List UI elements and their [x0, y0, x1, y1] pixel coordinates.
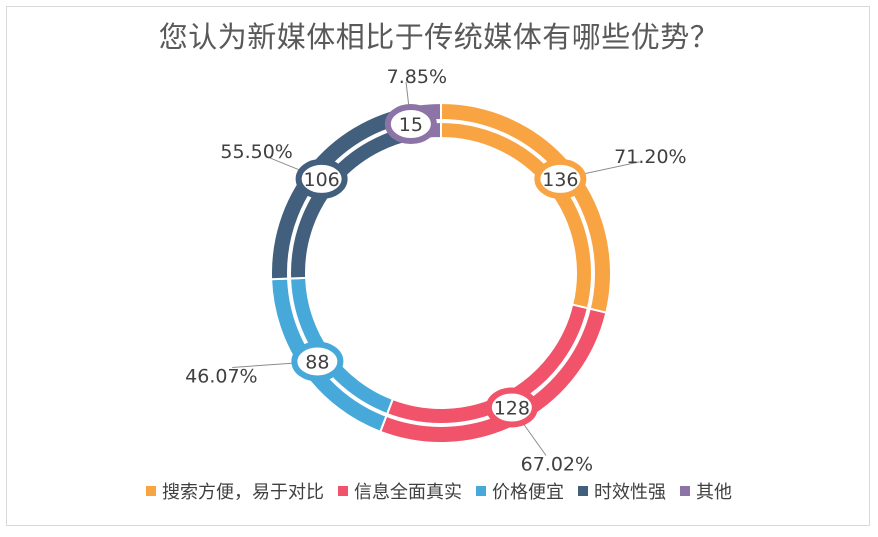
legend-item: 时效性强: [578, 478, 666, 504]
value-badge: [485, 387, 538, 428]
percent-label: 67.02%: [521, 453, 593, 475]
legend-swatch: [578, 486, 588, 496]
legend-label: 时效性强: [594, 482, 666, 503]
legend-item: 搜索方便，易于对比: [146, 478, 324, 504]
legend-item: 价格便宜: [476, 478, 564, 504]
value-label: 136: [542, 169, 578, 191]
legend-item: 信息全面真实: [338, 478, 462, 504]
legend-label: 搜索方便，易于对比: [162, 482, 324, 503]
legend-swatch: [338, 486, 348, 496]
chart-title: 您认为新媒体相比于传统媒体有哪些优势？: [158, 20, 720, 54]
percent-label: 71.20%: [614, 146, 686, 168]
value-label: 88: [305, 351, 329, 373]
percent-label: 55.50%: [220, 141, 292, 163]
percent-label: 7.85%: [387, 66, 447, 88]
legend-item: 其他: [680, 478, 732, 504]
value-badge: [295, 158, 348, 199]
legend-label: 其他: [696, 482, 732, 503]
value-badge: [534, 158, 587, 199]
legend-label: 价格便宜: [492, 482, 564, 503]
donut-slice: [440, 101, 612, 314]
value-label: 15: [399, 114, 423, 136]
chart-legend: 搜索方便，易于对比 信息全面真实 价格便宜 时效性强 其他: [0, 478, 878, 504]
legend-label: 信息全面真实: [354, 482, 462, 503]
value-badge: [384, 104, 437, 145]
donut-ring-gap: [287, 119, 595, 427]
value-label: 106: [303, 169, 339, 191]
value-badge: [291, 341, 344, 382]
value-label: 128: [494, 397, 530, 419]
legend-swatch: [146, 486, 156, 496]
legend-swatch: [476, 486, 486, 496]
legend-swatch: [680, 486, 690, 496]
percent-label: 46.07%: [185, 365, 257, 387]
